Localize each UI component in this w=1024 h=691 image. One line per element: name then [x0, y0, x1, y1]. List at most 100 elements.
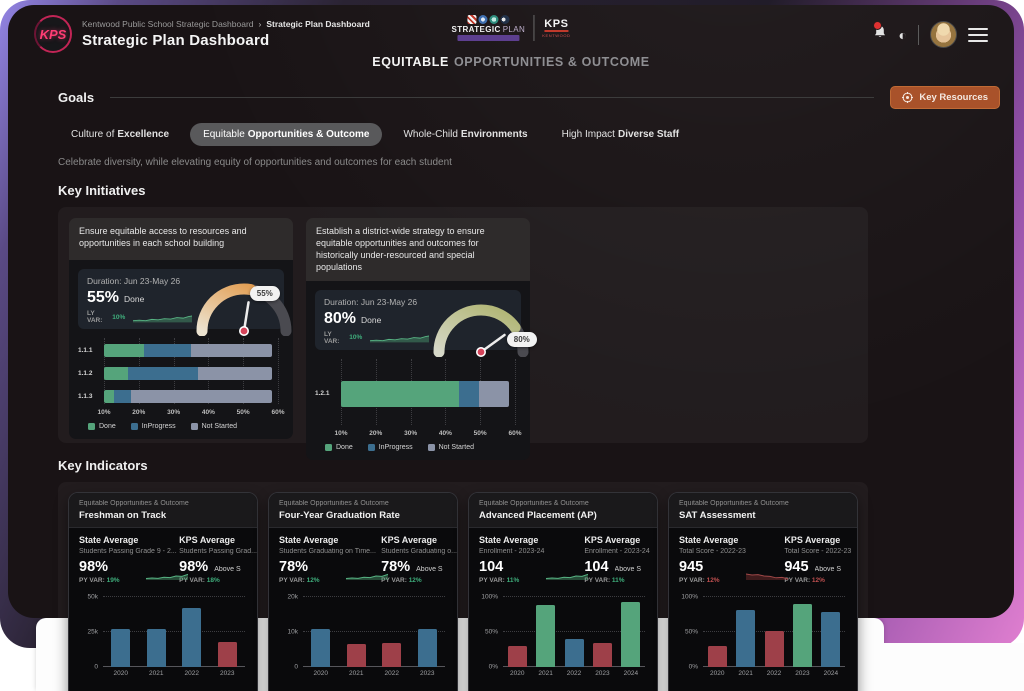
- legend-label: Done: [99, 423, 116, 430]
- y-axis-tick: 100%: [481, 593, 498, 601]
- y-axis-tick: 10k: [287, 628, 298, 636]
- banner-rest: OPPORTUNITIES & OUTCOME: [453, 55, 650, 69]
- x-axis-tick: 2020: [709, 670, 725, 677]
- indicator-title: Advanced Placement (AP): [479, 510, 597, 521]
- chart-bar: [217, 641, 237, 667]
- x-axis-tick: 2023: [795, 670, 810, 677]
- progress-gauge: 80%: [429, 297, 537, 358]
- indicator-category: Equitable Opportunities & Outcome: [479, 500, 589, 507]
- gauge-percent-pill: 80%: [506, 331, 537, 347]
- tab-high-impact-diverse-staff[interactable]: High Impact Diverse Staff: [561, 129, 680, 140]
- chart-bar: [417, 628, 437, 667]
- breadcrumb: Kentwood Public School Strategic Dashboa…: [82, 19, 370, 29]
- py-var-value: 12%: [306, 577, 320, 584]
- legend-swatch: [325, 443, 332, 451]
- key-resources-button[interactable]: Key Resources: [890, 86, 1000, 109]
- chart-bar: [564, 639, 584, 667]
- state-average-sub: Total Score - 2022-23: [679, 548, 746, 555]
- x-axis-tick: 40%: [438, 429, 452, 437]
- chart-bar: [821, 612, 841, 667]
- py-var-label: PY VAR:: [679, 577, 705, 584]
- initiative-card: Establish a district-wide strategy to en…: [306, 218, 537, 460]
- x-axis-tick: 60%: [508, 429, 522, 437]
- kps-average-sub: Total Score - 2022-23: [784, 548, 852, 555]
- y-axis-tick: 25k: [87, 628, 98, 636]
- chart-bar: [382, 642, 402, 667]
- py-var-value: 12%: [706, 577, 720, 584]
- y-axis-tick: 0: [94, 663, 98, 671]
- kps-average-value: 98%: [179, 559, 209, 575]
- x-axis-tick: 2020: [313, 670, 328, 677]
- percent-done-value: 55%: [87, 289, 120, 306]
- chart-bar: [182, 608, 202, 667]
- progress-gauge: 55%: [192, 276, 296, 337]
- kps-badge: KPS KENTWOOD: [542, 18, 570, 38]
- tab-whole-child-environments[interactable]: Whole-Child Environments: [403, 129, 528, 140]
- badge-eye-icon: [478, 15, 488, 24]
- status-bar-category: 1.1.1: [78, 346, 93, 354]
- x-axis-tick: 40%: [201, 409, 215, 416]
- header-divider: [918, 24, 919, 45]
- x-axis-tick: 10%: [334, 429, 348, 437]
- header-brand-badges: STRATEGIC PLAN KPS KENTWOOD: [451, 15, 570, 41]
- x-axis-tick: 30%: [404, 429, 418, 437]
- breadcrumb-root-link[interactable]: Kentwood Public School Strategic Dashboa…: [82, 19, 254, 29]
- initiative-card: Ensure equitable access to resources and…: [69, 218, 293, 439]
- status-bar-category: 1.1.3: [78, 392, 93, 400]
- ly-var-value: 10%: [112, 313, 126, 321]
- tab-culture-of-excellence[interactable]: Culture of Excellence: [71, 129, 170, 140]
- y-axis-tick: 50%: [484, 628, 498, 636]
- status-stacked-bar: [104, 389, 272, 403]
- initiative-metrics: Duration: Jun 23-May 26 80% Done LY VAR:…: [315, 289, 537, 358]
- above-state-badge: Above S: [214, 566, 241, 573]
- kps-average-sub: Students Graduating o...: [381, 548, 457, 555]
- py-var-label: PY VAR:: [79, 577, 105, 584]
- kps-badge-subtext: KENTWOOD: [542, 33, 571, 39]
- theme-toggle-icon[interactable]: ◐: [898, 26, 907, 43]
- notification-bell-icon[interactable]: [872, 20, 888, 45]
- tab-equitable-opportunities-outcome[interactable]: Equitable Opportunities & Outcome: [190, 123, 383, 146]
- initiative-status-chart: 1.2.1 10% 20% 30% 40% 50% 60% Done InProgress Not…: [315, 358, 522, 451]
- legend-swatch: [130, 423, 138, 430]
- kps-average-value: 78%: [381, 559, 411, 575]
- chart-bar: [311, 628, 331, 667]
- target-icon: [902, 92, 914, 103]
- chart-bar: [346, 644, 366, 667]
- x-axis-tick: 2022: [566, 670, 582, 677]
- x-axis-tick: 2024: [623, 670, 639, 677]
- chart-bar: [536, 605, 556, 667]
- menu-icon[interactable]: [968, 25, 988, 45]
- status-stacked-bar: [104, 366, 272, 380]
- strategic-plan-badge: STRATEGIC PLAN: [451, 15, 525, 41]
- indicator-category: Equitable Opportunities & Outcome: [679, 500, 789, 507]
- x-axis-tick: 2024: [823, 670, 839, 677]
- x-axis-tick: 50%: [236, 409, 250, 416]
- kps-logo-text: KPS: [39, 26, 67, 42]
- py-var-value: 19%: [106, 577, 120, 584]
- x-axis-tick: 2021: [538, 670, 553, 677]
- py-var-value: 12%: [408, 577, 422, 584]
- dashboard-panel: KPS Kentwood Public School Strategic Das…: [8, 5, 1014, 691]
- state-average-sub: Students Graduating on Time...: [279, 548, 376, 555]
- indicator-card-freshman-on-track[interactable]: Equitable Opportunities & Outcome Freshm…: [68, 492, 258, 691]
- indicator-card-sat-assessment[interactable]: Equitable Opportunities & Outcome SAT As…: [668, 492, 858, 691]
- legend-label: InProgress: [141, 423, 176, 430]
- indicator-card-advanced-placement[interactable]: Equitable Opportunities & Outcome Advanc…: [468, 492, 658, 691]
- x-axis-tick: 2022: [766, 670, 782, 677]
- badge-divider: [533, 15, 535, 41]
- state-average-label: State Average: [279, 535, 339, 545]
- goal-section-banner: EQUITABLE OPPORTUNITIES & OUTCOME: [8, 55, 1014, 69]
- status-stacked-bar: [341, 380, 509, 407]
- kps-logo[interactable]: KPS: [34, 15, 72, 53]
- user-avatar[interactable]: [930, 21, 957, 48]
- indicator-chart: 0% 50% 100% 2020 2021 2022 2023 2024: [669, 588, 857, 685]
- key-initiatives-heading: Key Initiatives: [58, 183, 146, 198]
- y-axis-tick: 100%: [681, 593, 698, 601]
- py-var-value: 12%: [811, 577, 825, 584]
- badge-people-icon: [500, 15, 510, 24]
- py-var-label: PY VAR:: [381, 577, 407, 584]
- x-axis-tick: 50%: [473, 429, 487, 437]
- indicator-card-four-year-graduation-rate[interactable]: Equitable Opportunities & Outcome Four-Y…: [268, 492, 458, 691]
- state-average-label: State Average: [479, 535, 539, 545]
